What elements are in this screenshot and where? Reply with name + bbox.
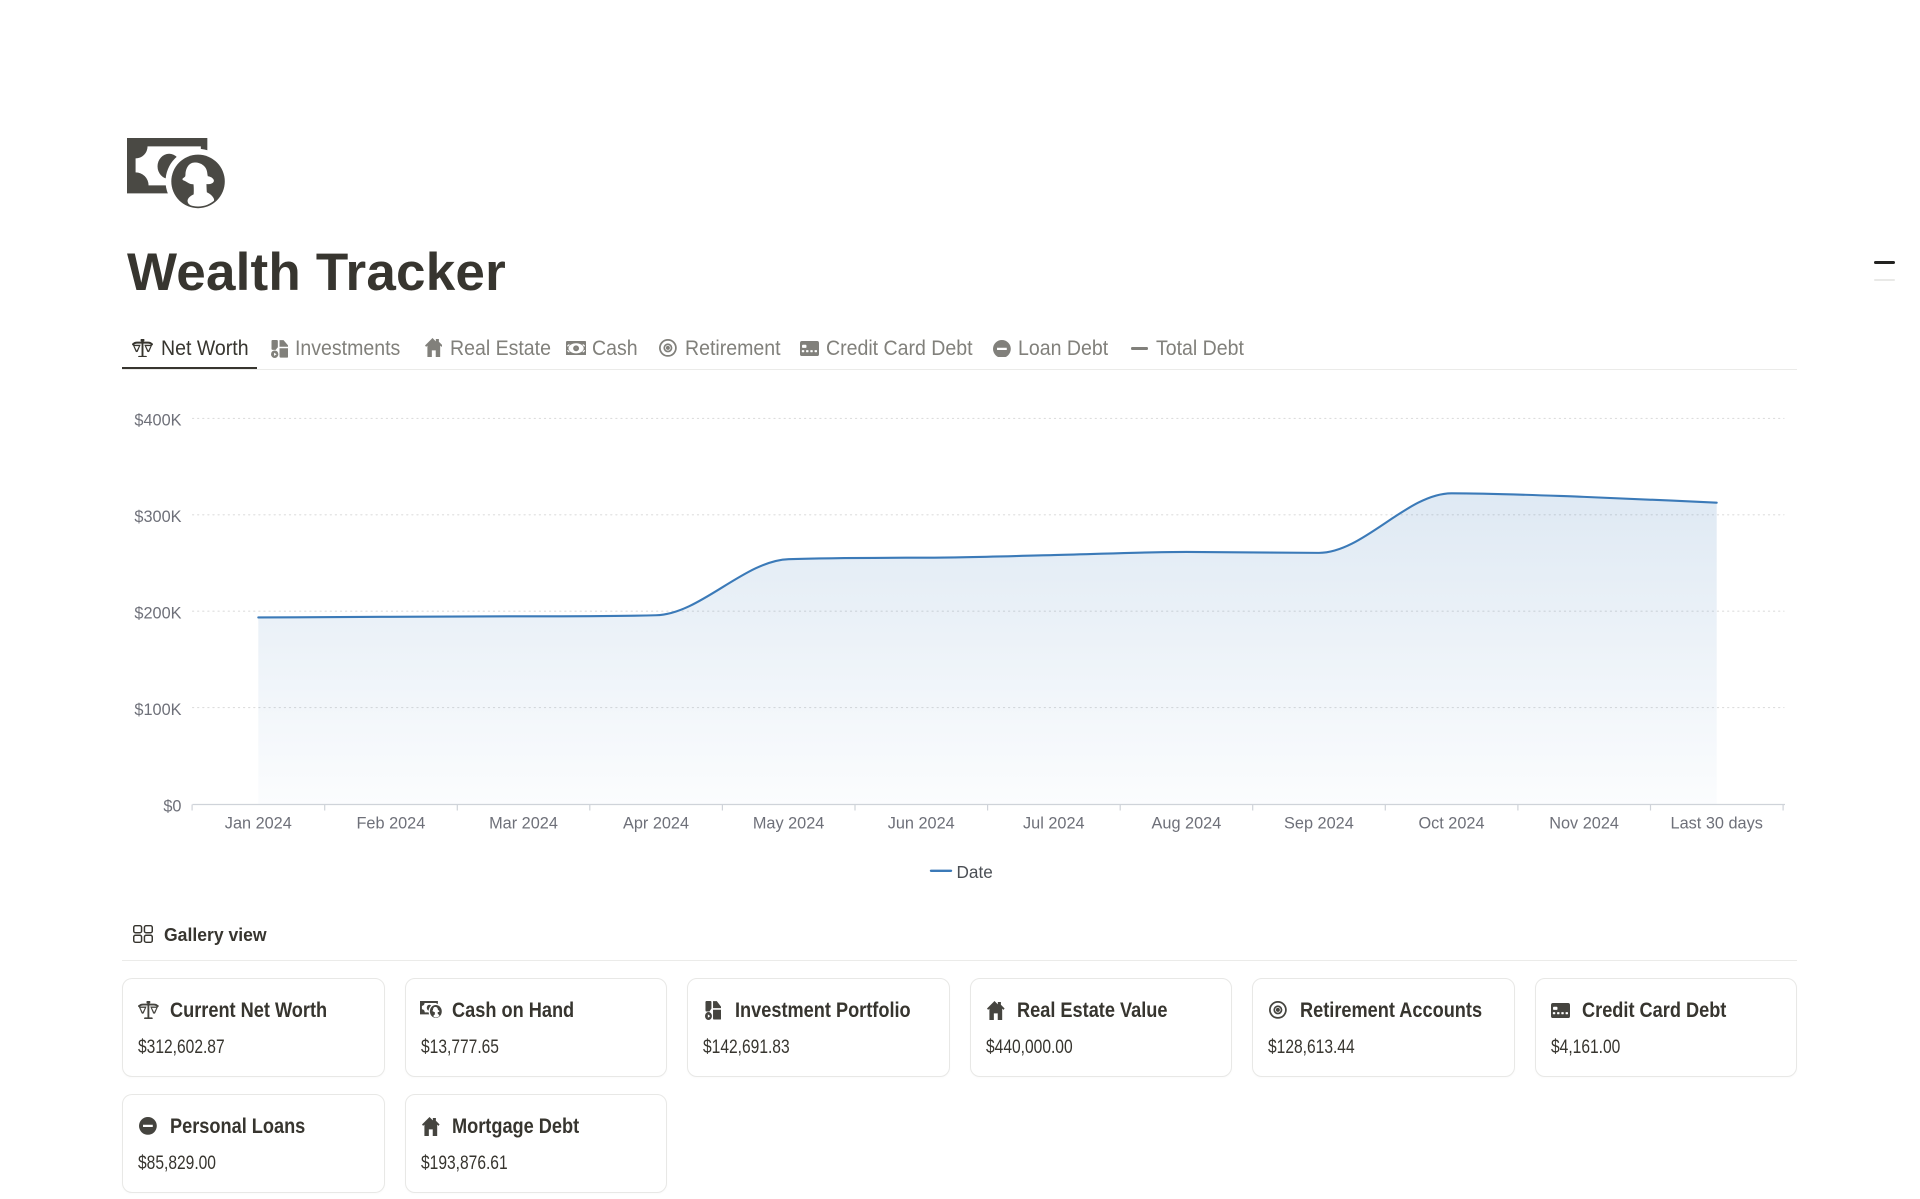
svg-text:Apr 2024: Apr 2024 [623,815,689,833]
svg-text:Aug 2024: Aug 2024 [1152,815,1222,833]
svg-text:$400K: $400K [134,412,181,430]
svg-text:$300K: $300K [134,508,181,526]
svg-text:Jun 2024: Jun 2024 [888,815,955,833]
svg-text:Feb 2024: Feb 2024 [356,815,425,833]
svg-text:Sep 2024: Sep 2024 [1284,815,1354,833]
svg-text:Last 30 days: Last 30 days [1671,815,1763,833]
svg-text:Oct 2024: Oct 2024 [1418,815,1484,833]
svg-text:$0: $0 [163,797,181,815]
svg-text:Mar 2024: Mar 2024 [489,815,558,833]
svg-text:Jul 2024: Jul 2024 [1023,815,1085,833]
svg-text:May 2024: May 2024 [753,815,825,833]
svg-text:$200K: $200K [134,605,181,623]
svg-text:Nov 2024: Nov 2024 [1549,815,1619,833]
svg-text:Date: Date [957,862,993,882]
svg-text:Jan 2024: Jan 2024 [225,815,292,833]
svg-text:$100K: $100K [134,701,181,719]
